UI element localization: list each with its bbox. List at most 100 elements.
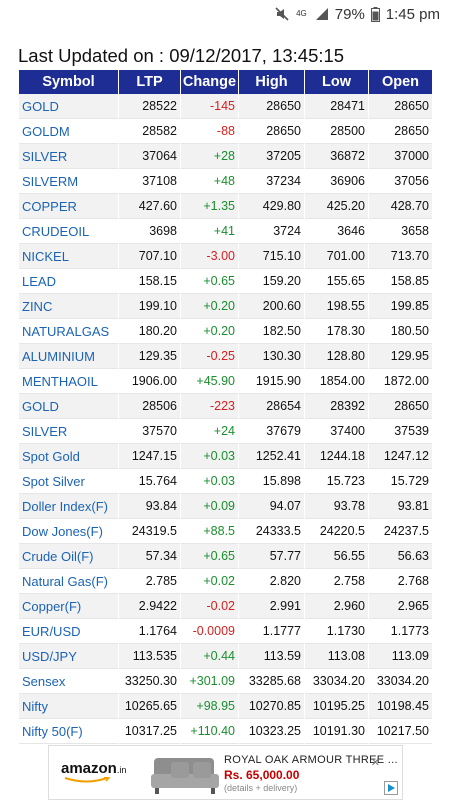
cell-open: 93.81 — [369, 494, 432, 519]
cell-open: 1872.00 — [369, 369, 432, 394]
table-row[interactable]: NICKEL 707.10 -3.00 715.10 701.00 713.70 — [19, 244, 432, 269]
cell-high: 28650 — [239, 94, 304, 119]
symbol-link[interactable]: Copper(F) — [19, 594, 118, 619]
table-row[interactable]: LEAD 158.15 +0.65 159.20 155.65 158.85 — [19, 269, 432, 294]
cell-low: 1854.00 — [305, 369, 368, 394]
header-high: High — [239, 70, 304, 94]
last-updated-title: Last Updated on : 09/12/2017, 13:45:15 — [18, 45, 345, 66]
cell-low: 155.65 — [305, 269, 368, 294]
symbol-link[interactable]: LEAD — [19, 269, 118, 294]
cell-ltp: 33250.30 — [119, 669, 180, 694]
cell-high: 28654 — [239, 394, 304, 419]
table-row[interactable]: Nifty 10265.65 +98.95 10270.85 10195.25 10198… — [19, 694, 432, 719]
symbol-link[interactable]: Spot Silver — [19, 469, 118, 494]
symbol-link[interactable]: Sensex — [19, 669, 118, 694]
cell-ltp: 28522 — [119, 94, 180, 119]
cell-low: 93.78 — [305, 494, 368, 519]
rates-table: Symbol LTP Change High Low Open GOLD 2852… — [18, 70, 432, 744]
cell-change: -145 — [181, 94, 238, 119]
symbol-link[interactable]: COPPER — [19, 194, 118, 219]
cell-change: +0.03 — [181, 469, 238, 494]
cell-low: 36906 — [305, 169, 368, 194]
cell-ltp: 2.9422 — [119, 594, 180, 619]
cell-ltp: 10265.65 — [119, 694, 180, 719]
ad-banner[interactable]: amazon.in ROYAL OAK ARMOUR THREE ... Rs.… — [48, 745, 403, 800]
cell-change: +88.5 — [181, 519, 238, 544]
symbol-link[interactable]: NICKEL — [19, 244, 118, 269]
table-row[interactable]: MENTHAOIL 1906.00 +45.90 1915.90 1854.00 1872… — [19, 369, 432, 394]
table-row[interactable]: Nifty 50(F) 10317.25 +110.40 10323.25 10191.… — [19, 719, 432, 744]
table-row[interactable]: SILVER 37064 +28 37205 36872 37000 — [19, 144, 432, 169]
table-row[interactable]: NATURALGAS 180.20 +0.20 182.50 178.30 180.50 — [19, 319, 432, 344]
cell-ltp: 2.785 — [119, 569, 180, 594]
cell-high: 57.77 — [239, 544, 304, 569]
symbol-link[interactable]: Nifty 50(F) — [19, 719, 118, 744]
table-row[interactable]: Spot Gold 1247.15 +0.03 1252.41 1244.18 1247.… — [19, 444, 432, 469]
cell-ltp: 180.20 — [119, 319, 180, 344]
symbol-link[interactable]: GOLD — [19, 394, 118, 419]
symbol-link[interactable]: Crude Oil(F) — [19, 544, 118, 569]
ad-close-icon[interactable]: ✕ — [370, 757, 380, 769]
symbol-link[interactable]: Natural Gas(F) — [19, 569, 118, 594]
cell-ltp: 1247.15 — [119, 444, 180, 469]
cell-change: +45.90 — [181, 369, 238, 394]
table-row[interactable]: SILVER 37570 +24 37679 37400 37539 — [19, 419, 432, 444]
symbol-link[interactable]: SILVER — [19, 144, 118, 169]
table-row[interactable]: GOLD 28506 -223 28654 28392 28650 — [19, 394, 432, 419]
symbol-link[interactable]: Dow Jones(F) — [19, 519, 118, 544]
table-row[interactable]: Spot Silver 15.764 +0.03 15.898 15.723 15.729 — [19, 469, 432, 494]
cell-change: -88 — [181, 119, 238, 144]
cell-change: -0.25 — [181, 344, 238, 369]
cell-ltp: 113.535 — [119, 644, 180, 669]
ad-title: ROYAL OAK ARMOUR THREE ... — [224, 754, 398, 766]
table-row[interactable]: ZINC 199.10 +0.20 200.60 198.55 199.85 — [19, 294, 432, 319]
cell-ltp: 37108 — [119, 169, 180, 194]
header-open: Open — [369, 70, 432, 94]
symbol-link[interactable]: ZINC — [19, 294, 118, 319]
adchoices-icon[interactable] — [384, 781, 398, 795]
table-row[interactable]: GOLD 28522 -145 28650 28471 28650 — [19, 94, 432, 119]
cell-low: 33034.20 — [305, 669, 368, 694]
symbol-link[interactable]: SILVERM — [19, 169, 118, 194]
table-row[interactable]: SILVERM 37108 +48 37234 36906 37056 — [19, 169, 432, 194]
amazon-logo: amazon.in — [61, 760, 127, 777]
table-row[interactable]: Copper(F) 2.9422 -0.02 2.991 2.960 2.965 — [19, 594, 432, 619]
table-row[interactable]: ALUMINIUM 129.35 -0.25 130.30 128.80 129.95 — [19, 344, 432, 369]
symbol-link[interactable]: NATURALGAS — [19, 319, 118, 344]
table-row[interactable]: CRUDEOIL 3698 +41 3724 3646 3658 — [19, 219, 432, 244]
cell-open: 37539 — [369, 419, 432, 444]
cell-high: 37679 — [239, 419, 304, 444]
table-row[interactable]: USD/JPY 113.535 +0.44 113.59 113.08 113.09 — [19, 644, 432, 669]
symbol-link[interactable]: GOLDM — [19, 119, 118, 144]
table-row[interactable]: Dow Jones(F) 24319.5 +88.5 24333.5 24220.5 24… — [19, 519, 432, 544]
symbol-link[interactable]: USD/JPY — [19, 644, 118, 669]
table-row[interactable]: GOLDM 28582 -88 28650 28500 28650 — [19, 119, 432, 144]
symbol-link[interactable]: Nifty — [19, 694, 118, 719]
symbol-link[interactable]: EUR/USD — [19, 619, 118, 644]
cell-open: 2.768 — [369, 569, 432, 594]
symbol-link[interactable]: GOLD — [19, 94, 118, 119]
cell-ltp: 15.764 — [119, 469, 180, 494]
table-row[interactable]: Natural Gas(F) 2.785 +0.02 2.820 2.758 2.768 — [19, 569, 432, 594]
symbol-link[interactable]: MENTHAOIL — [19, 369, 118, 394]
table-row[interactable]: Doller Index(F) 93.84 +0.09 94.07 93.78 93.81 — [19, 494, 432, 519]
symbol-link[interactable]: CRUDEOIL — [19, 219, 118, 244]
table-row[interactable]: Crude Oil(F) 57.34 +0.65 57.77 56.55 56.63 — [19, 544, 432, 569]
cell-ltp: 28506 — [119, 394, 180, 419]
cell-open: 10217.50 — [369, 719, 432, 744]
table-row[interactable]: EUR/USD 1.1764 -0.0009 1.1777 1.1730 1.1773 — [19, 619, 432, 644]
cell-change: +0.09 — [181, 494, 238, 519]
symbol-link[interactable]: ALUMINIUM — [19, 344, 118, 369]
table-row[interactable]: Sensex 33250.30 +301.09 33285.68 33034.20 330… — [19, 669, 432, 694]
cell-high: 1252.41 — [239, 444, 304, 469]
symbol-link[interactable]: Doller Index(F) — [19, 494, 118, 519]
cell-change: +301.09 — [181, 669, 238, 694]
cell-change: -0.02 — [181, 594, 238, 619]
symbol-link[interactable]: Spot Gold — [19, 444, 118, 469]
cell-change: -0.0009 — [181, 619, 238, 644]
cell-low: 198.55 — [305, 294, 368, 319]
cell-ltp: 427.60 — [119, 194, 180, 219]
battery-icon — [370, 6, 380, 22]
symbol-link[interactable]: SILVER — [19, 419, 118, 444]
table-row[interactable]: COPPER 427.60 +1.35 429.80 425.20 428.70 — [19, 194, 432, 219]
